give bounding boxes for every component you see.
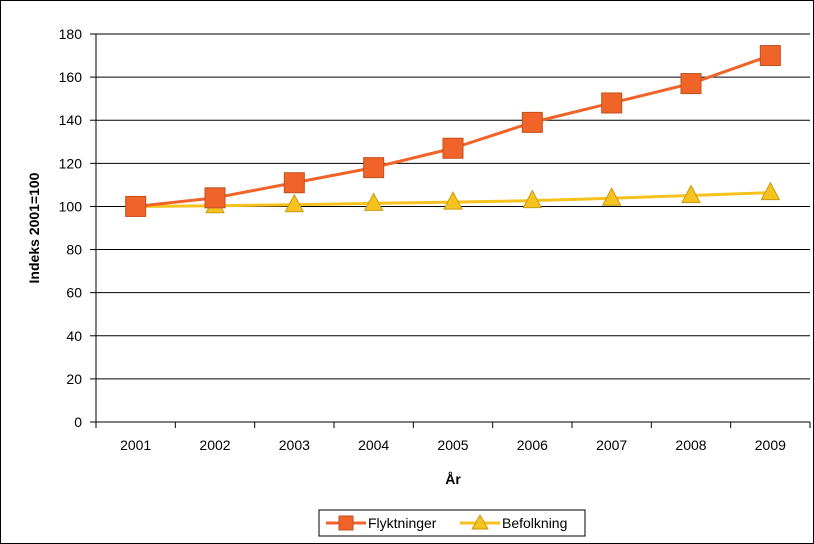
x-tick-label: 2001 [120, 437, 151, 453]
y-tick-label: 140 [59, 112, 83, 128]
y-tick-label: 40 [66, 328, 82, 344]
y-tick-label: 180 [59, 26, 83, 42]
data-point-befolkning [522, 189, 543, 209]
series-line-flyktninger [135, 54, 771, 208]
y-axis-ticks: 0 20 40 60 80 100 120 140 160 180 [59, 26, 96, 430]
legend: Flyktninger Befolkning [318, 509, 586, 537]
y-tick-label: 80 [66, 242, 82, 258]
x-axis-ticks: 2001 2002 2003 2004 2005 2006 2007 2008 2009 [95, 422, 811, 453]
x-tick-label: 2003 [279, 437, 310, 453]
data-point-befolkning [284, 193, 305, 213]
data-point-flyktninger [680, 73, 702, 95]
x-axis-title: År [445, 471, 461, 487]
series-group [125, 45, 781, 217]
data-point-flyktninger [759, 45, 781, 67]
x-tick-label: 2004 [358, 437, 389, 453]
legend-label-flyktninger: Flyktninger [368, 515, 437, 531]
y-tick-label: 60 [66, 285, 82, 301]
y-tick-label: 160 [59, 69, 83, 85]
x-tick-label: 2006 [517, 437, 548, 453]
data-point-befolkning [760, 181, 781, 201]
data-point-befolkning [443, 191, 463, 210]
y-tick-label: 0 [74, 414, 82, 430]
gridlines [96, 33, 810, 380]
y-tick-label: 20 [66, 371, 82, 387]
plot-area [95, 34, 810, 423]
data-point-flyktninger [521, 111, 543, 133]
y-tick-label: 100 [59, 198, 83, 214]
x-tick-label: 2005 [437, 437, 468, 453]
data-point-befolkning [601, 187, 622, 206]
data-point-flyktninger [363, 157, 385, 179]
data-point-flyktninger [601, 92, 623, 114]
y-tick-label: 120 [59, 155, 83, 171]
legend-label-befolkning: Befolkning [502, 515, 567, 531]
legend-marker-befolkning [471, 513, 489, 530]
data-point-befolkning [363, 192, 384, 211]
x-tick-label: 2002 [199, 437, 230, 453]
data-point-flyktninger [204, 187, 226, 209]
data-point-flyktninger [125, 195, 147, 217]
data-point-flyktninger [283, 172, 305, 194]
y-axis-title: Indeks 2001=100 [26, 172, 42, 283]
x-tick-label: 2008 [675, 437, 706, 453]
data-point-befolkning [681, 184, 701, 203]
data-point-flyktninger [442, 137, 464, 159]
legend-marker-flyktninger [338, 515, 354, 531]
x-tick-label: 2009 [755, 437, 786, 453]
x-tick-label: 2007 [596, 437, 627, 453]
